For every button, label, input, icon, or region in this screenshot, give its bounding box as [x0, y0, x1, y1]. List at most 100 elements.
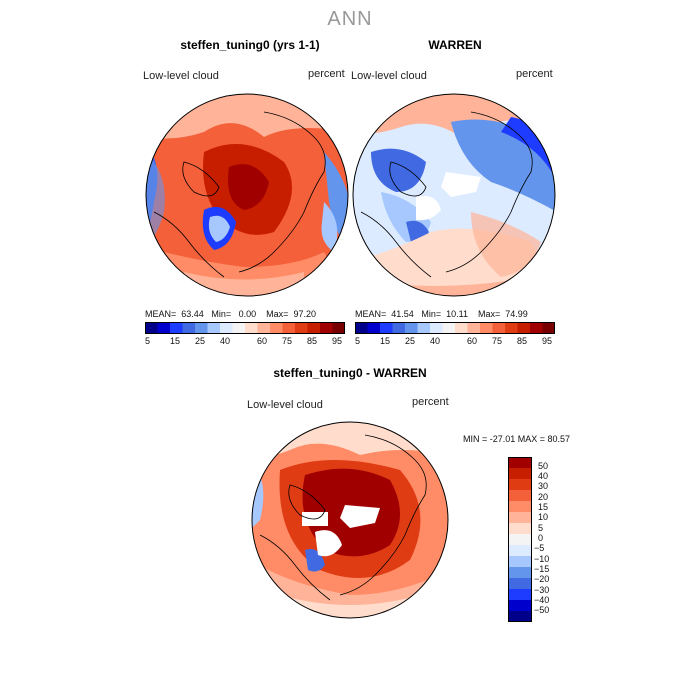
cbd-label: −20 [534, 574, 550, 584]
cbd-label: −40 [534, 595, 550, 605]
colorbar-segment [508, 523, 532, 535]
panel3-units-label: percent [412, 396, 449, 408]
panel3-polar-map [251, 421, 449, 619]
colorbar-segment [508, 457, 532, 469]
cb1-tick: 75 [282, 336, 293, 346]
colorbar-segment [417, 322, 431, 334]
cb1-tick: 5 [145, 336, 151, 346]
panel2-min-label: Min= [421, 309, 442, 319]
panel2-colorbar [355, 322, 555, 334]
colorbar-segment [270, 322, 283, 334]
panel2-mean-label: MEAN= [355, 309, 387, 319]
panel1-variable-label: Low-level cloud [143, 70, 219, 82]
colorbar-segment [145, 322, 158, 334]
cbd-label: −50 [534, 605, 550, 615]
colorbar-segment [508, 578, 532, 590]
cbd-label: −30 [534, 585, 550, 595]
colorbar-border [508, 457, 532, 622]
colorbar-segment [320, 322, 333, 334]
colorbar-segment [170, 322, 183, 334]
colorbar-segment [295, 322, 308, 334]
colorbar-segment [232, 322, 246, 334]
colorbar-segment [508, 545, 532, 557]
colorbar-segment [508, 490, 532, 502]
panel2-polar-map [352, 93, 556, 297]
cb2-tick: 40 [430, 336, 441, 346]
panel1-units-label: percent [308, 68, 345, 80]
colorbar-segment [307, 322, 321, 334]
colorbar-segment [282, 322, 296, 334]
cb2-tick: 75 [492, 336, 503, 346]
cbd-label: 20 [538, 492, 549, 502]
colorbar-segment [467, 322, 481, 334]
cb2-tick: 15 [380, 336, 391, 346]
colorbar-segment [508, 479, 532, 491]
colorbar-segment [480, 322, 493, 334]
cbd-label: −15 [534, 564, 550, 574]
colorbar-segment [195, 322, 208, 334]
panel1-max-label: Max= [266, 309, 289, 319]
panel1-min-label: Min= [211, 309, 232, 319]
cbd-label: 0 [538, 533, 544, 543]
colorbar-segment [257, 322, 271, 334]
panel1-min: 0.00 [238, 309, 257, 319]
colorbar-border [355, 322, 555, 334]
cbd-label: −5 [534, 543, 545, 553]
colorbar-segment [508, 600, 532, 612]
colorbar-segment [405, 322, 418, 334]
colorbar-segment [542, 322, 555, 334]
cb2-tick: 25 [405, 336, 416, 346]
cb2-tick: 5 [355, 336, 361, 346]
cb1-tick: 95 [332, 336, 343, 346]
colorbar-segment [455, 322, 468, 334]
cbd-label: −10 [534, 554, 550, 564]
panel2-units-label: percent [516, 68, 553, 80]
cb2-tick: 60 [467, 336, 478, 346]
colorbar-segment [508, 512, 532, 524]
panel3-variable-label: Low-level cloud [247, 399, 323, 411]
panel2-title: WARREN [428, 38, 482, 52]
cb1-tick: 15 [170, 336, 181, 346]
cbd-label: 15 [538, 502, 549, 512]
cb1-tick: 60 [257, 336, 268, 346]
cbd-label: 40 [538, 471, 549, 481]
panel3-title: steffen_tuning0 - WARREN [273, 366, 427, 380]
panel1-mean-label: MEAN= [145, 309, 177, 319]
colorbar-segment [530, 322, 543, 334]
panel2-min: 10.11 [446, 309, 468, 319]
colorbar-segment [355, 322, 368, 334]
cbd-label: 30 [538, 481, 549, 491]
colorbar-segment [332, 322, 345, 334]
panel1-colorbar [145, 322, 345, 334]
panel1-polar-map [145, 93, 349, 297]
colorbar-segment [508, 468, 532, 480]
panel2-variable-label: Low-level cloud [351, 70, 427, 82]
colorbar-segment [207, 322, 221, 334]
panel3-colorbar-labels: 50 40 30 20 15 10 5 0 −5 −10 −15 −20 −30… [534, 457, 578, 622]
colorbar-segment [367, 322, 381, 334]
colorbar-segment [508, 501, 532, 513]
figure-title: ANN [327, 8, 373, 30]
panel1-title: steffen_tuning0 (yrs 1-1) [180, 38, 320, 52]
cb1-tick: 40 [220, 336, 231, 346]
cbd-label: 50 [538, 461, 549, 471]
cb2-tick: 85 [517, 336, 528, 346]
colorbar-segment [245, 322, 258, 334]
cb1-tick: 85 [307, 336, 318, 346]
colorbar-segment [508, 556, 532, 568]
colorbar-segment [508, 534, 532, 546]
cb2-tick: 95 [542, 336, 553, 346]
cbd-label: 5 [538, 523, 544, 533]
colorbar-segment [430, 322, 443, 334]
cbd-label: 10 [538, 512, 549, 522]
panel2-stats: MEAN= 41.54 Min= 10.11 Max= 74.99 [355, 309, 528, 319]
panel2-max: 74.99 [505, 309, 528, 319]
panel2-mean: 41.54 [391, 309, 414, 319]
colorbar-segment [157, 322, 171, 334]
panel3-colorbar [508, 457, 532, 622]
colorbar-segment [508, 611, 532, 622]
colorbar-segment [392, 322, 406, 334]
panel1-mean: 63.44 [181, 309, 204, 319]
colorbar-segment [505, 322, 518, 334]
panel1-stats: MEAN= 63.44 Min= 0.00 Max= 97.20 [145, 309, 316, 319]
